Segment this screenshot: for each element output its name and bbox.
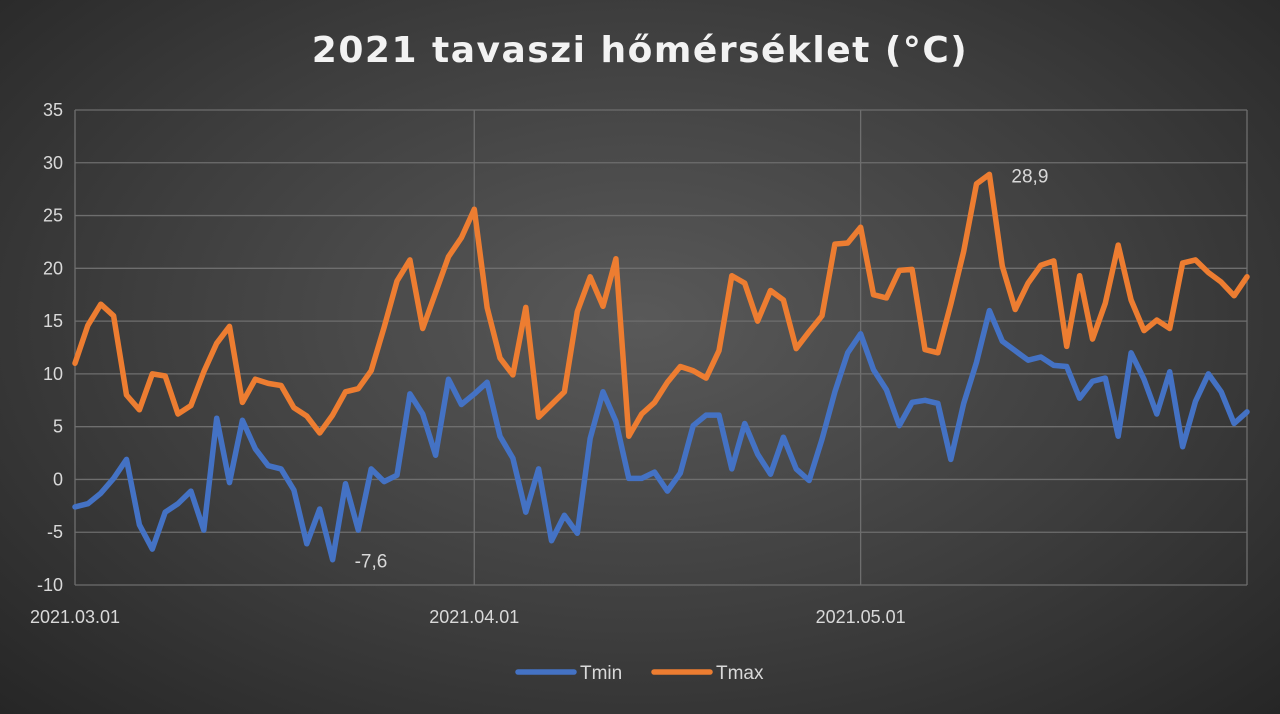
y-tick-label: 10	[43, 364, 63, 384]
y-tick-label: 5	[53, 417, 63, 437]
legend-label-tmin: Tmin	[580, 663, 622, 684]
data-label-tmax: 28,9	[1011, 166, 1048, 187]
data-labels: -7,6 28,9	[355, 166, 1049, 572]
x-tick-label: 2021.04.01	[429, 607, 519, 627]
legend: Tmin Tmax	[515, 663, 764, 684]
y-tick-label: 0	[53, 469, 63, 489]
y-tick-label: -5	[47, 522, 63, 542]
y-tick-label: -10	[37, 575, 63, 595]
series-line-tmax	[72, 171, 1250, 439]
y-tick-label: 30	[43, 153, 63, 173]
y-tick-label: 15	[43, 311, 63, 331]
legend-label-tmax: Tmax	[716, 663, 764, 684]
gridlines	[74, 109, 1248, 586]
data-label-tmin: -7,6	[355, 552, 388, 573]
x-tick-label: 2021.05.01	[816, 607, 906, 627]
y-axis-tick-labels: 35 30 25 20 15 10 5 0 -5 -10	[37, 100, 63, 595]
y-tick-label: 25	[43, 206, 63, 226]
series-line-tmin	[72, 307, 1250, 563]
chart-title: 2021 tavaszi hőmérséklet (°C)	[312, 30, 968, 71]
x-axis-tick-labels: 2021.03.01 2021.04.01 2021.05.01	[30, 607, 906, 627]
y-tick-label: 35	[43, 100, 63, 120]
y-tick-label: 20	[43, 258, 63, 278]
x-tick-label: 2021.03.01	[30, 607, 120, 627]
plot-series	[72, 171, 1250, 563]
